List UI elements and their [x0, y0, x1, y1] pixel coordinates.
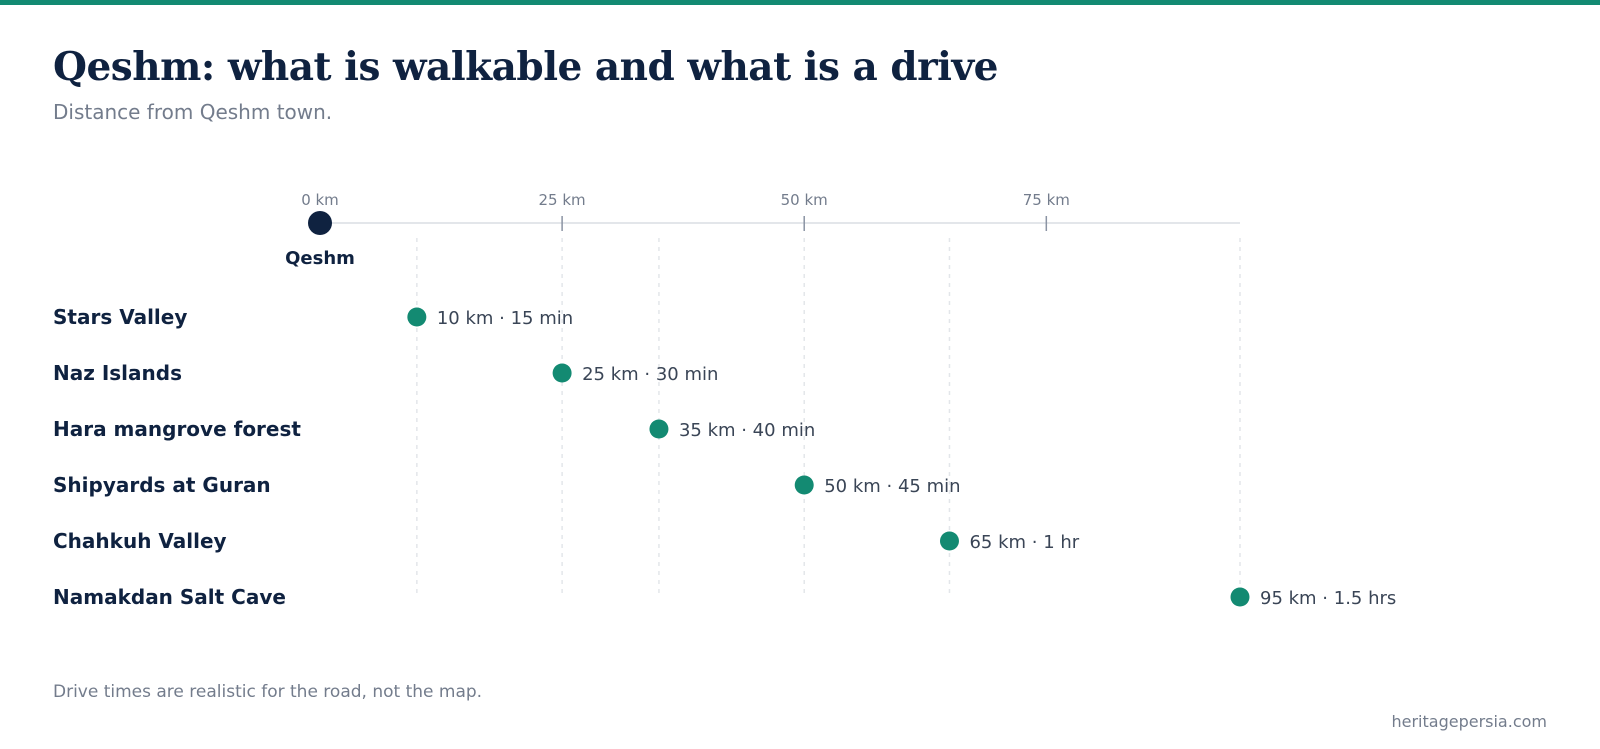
axis-tick-label: 0 km	[301, 191, 339, 209]
destination-name: Shipyards at Guran	[53, 473, 271, 497]
distance-label: 50 km · 45 min	[824, 476, 960, 497]
destination-marker	[407, 307, 427, 327]
distance-label: 95 km · 1.5 hrs	[1260, 588, 1396, 609]
origin-marker	[308, 211, 332, 235]
source-credit: heritagepersia.com	[1391, 712, 1547, 731]
destination-marker	[939, 531, 959, 551]
distance-label: 25 km · 30 min	[582, 364, 718, 385]
axis-tick-label: 25 km	[539, 191, 586, 209]
destination-name: Namakdan Salt Cave	[53, 585, 286, 609]
destination-marker	[794, 475, 814, 495]
destination-name: Chahkuh Valley	[53, 529, 227, 553]
destination-marker	[552, 363, 572, 383]
destination-name: Naz Islands	[53, 361, 182, 385]
destination-name: Stars Valley	[53, 305, 187, 329]
distance-label: 35 km · 40 min	[679, 420, 815, 441]
top-accent-bar	[0, 0, 1600, 5]
destination-marker	[649, 419, 669, 439]
origin-label: Qeshm	[285, 248, 355, 269]
axis-tick-label: 75 km	[1023, 191, 1070, 209]
axis-tick-label: 50 km	[781, 191, 828, 209]
destination-name: Hara mangrove forest	[53, 417, 301, 441]
footnote: Drive times are realistic for the road, …	[53, 682, 483, 702]
distance-label: 65 km · 1 hr	[969, 532, 1079, 553]
distance-label: 10 km · 15 min	[437, 308, 573, 329]
page-subtitle: Distance from Qeshm town.	[53, 100, 333, 124]
destination-marker	[1230, 587, 1250, 607]
page-title: Qeshm: what is walkable and what is a dr…	[53, 44, 998, 90]
